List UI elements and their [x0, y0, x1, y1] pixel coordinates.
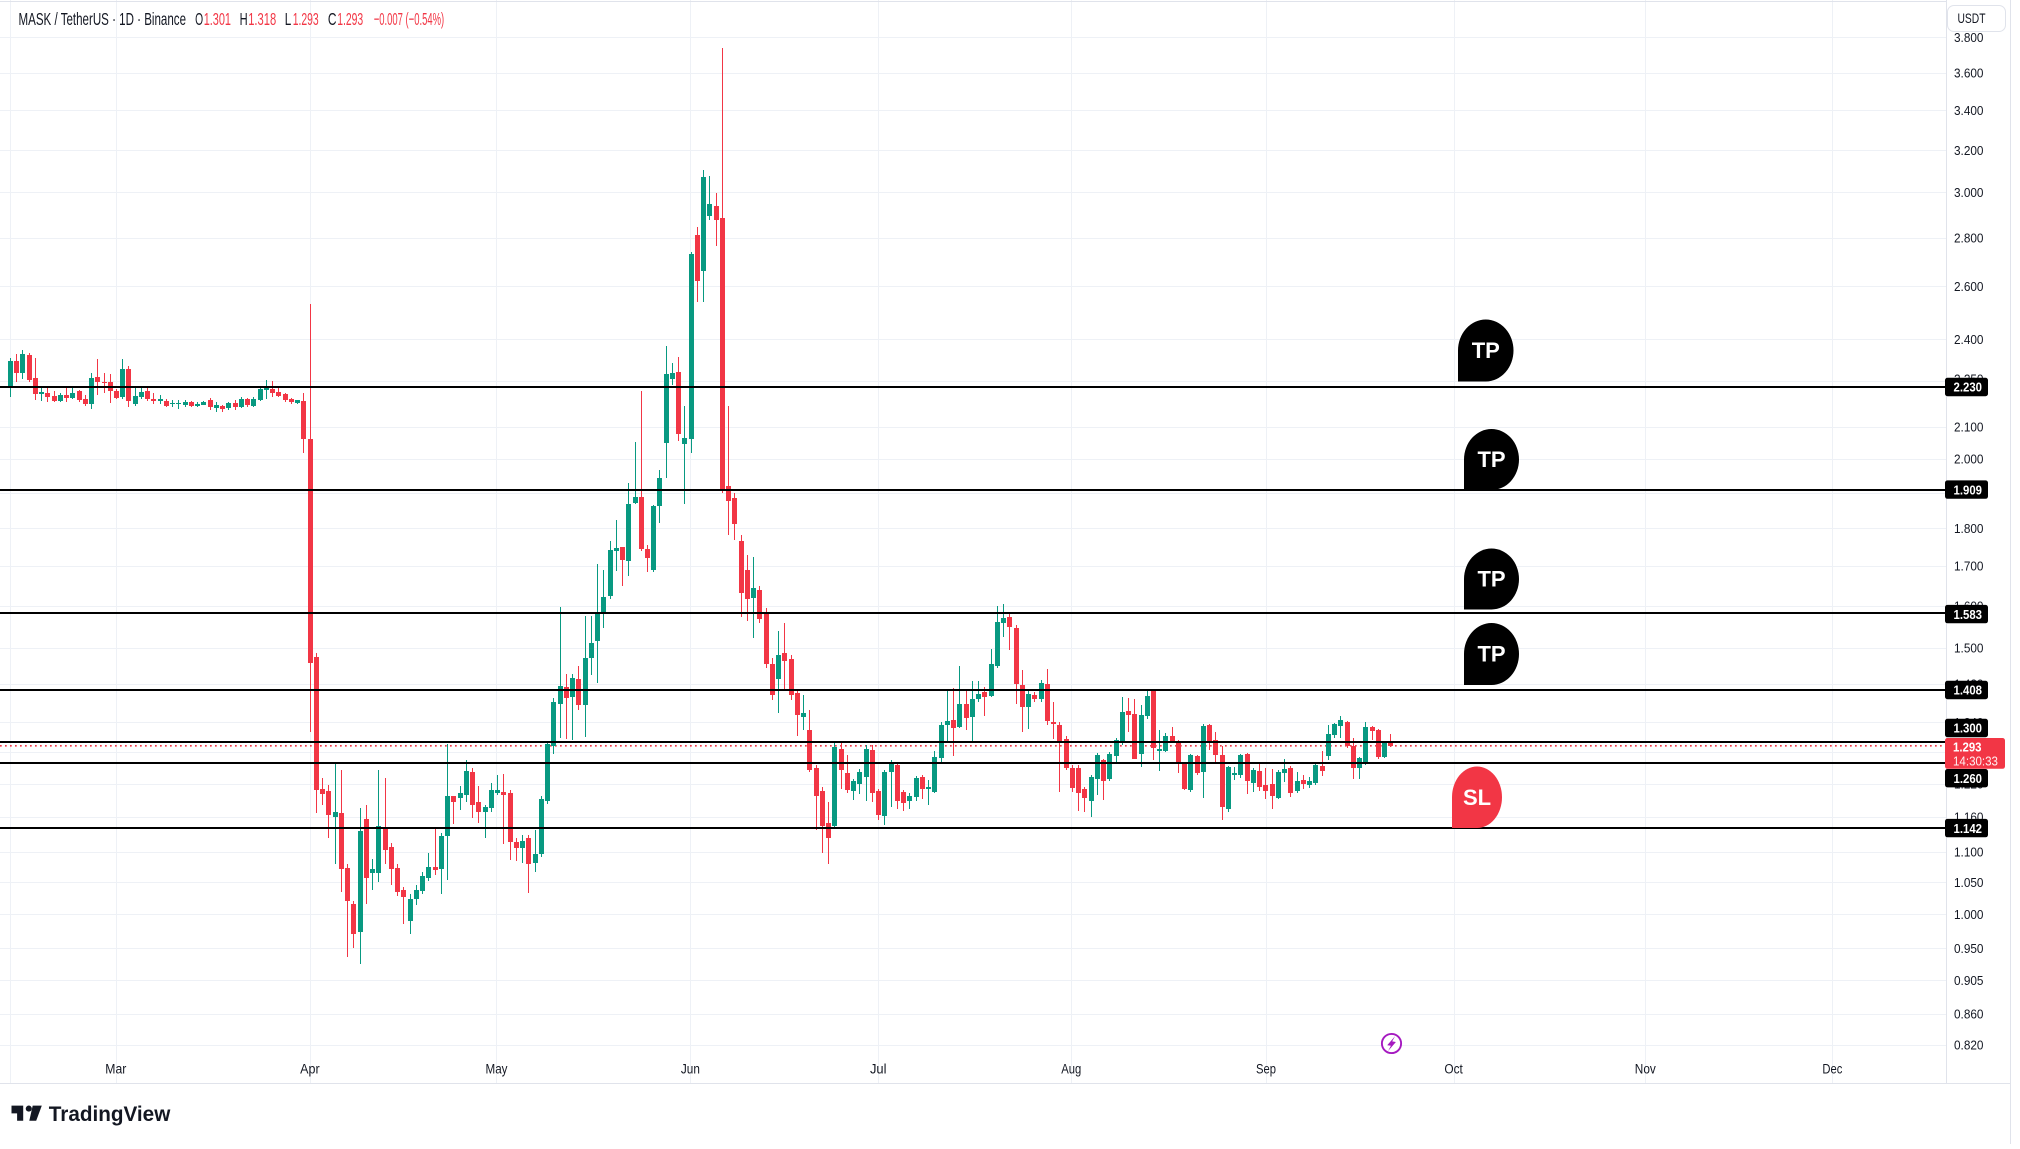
svg-text:Apr: Apr [300, 1062, 320, 1077]
svg-text:Aug: Aug [1061, 1062, 1081, 1077]
svg-text:1.301: 1.301 [204, 9, 231, 29]
svg-text:1.500: 1.500 [1954, 641, 1984, 656]
svg-text:2.800: 2.800 [1954, 231, 1984, 246]
svg-text:Dec: Dec [1822, 1062, 1842, 1077]
svg-text:MASK / TetherUS · 1D · Binance: MASK / TetherUS · 1D · Binance [19, 9, 187, 29]
svg-text:TP: TP [1472, 338, 1500, 363]
svg-text:3.200: 3.200 [1954, 143, 1984, 158]
svg-text:14:30:33: 14:30:33 [1953, 753, 1998, 768]
svg-text:3.600: 3.600 [1954, 65, 1984, 80]
svg-text:May: May [486, 1062, 508, 1077]
svg-text:0.905: 0.905 [1954, 973, 1984, 988]
svg-text:Mar: Mar [105, 1062, 126, 1077]
svg-text:1.700: 1.700 [1954, 559, 1984, 574]
svg-text:−0.007 (−0.54%): −0.007 (−0.54%) [374, 9, 444, 29]
svg-text:1.260: 1.260 [1954, 771, 1983, 786]
svg-text:1.318: 1.318 [248, 9, 276, 29]
svg-text:Oct: Oct [1444, 1062, 1463, 1077]
svg-text:2.600: 2.600 [1954, 279, 1984, 294]
svg-text:2.000: 2.000 [1954, 452, 1984, 467]
svg-text:Jun: Jun [681, 1062, 700, 1077]
svg-text:TradingView: TradingView [49, 1103, 171, 1126]
svg-text:1.800: 1.800 [1954, 521, 1984, 536]
svg-text:Nov: Nov [1635, 1062, 1656, 1077]
svg-text:1.293: 1.293 [337, 9, 363, 29]
svg-text:0.820: 0.820 [1954, 1038, 1984, 1053]
svg-text:0.950: 0.950 [1954, 941, 1984, 956]
svg-text:USDT: USDT [1958, 11, 1986, 26]
svg-text:1.100: 1.100 [1954, 845, 1984, 860]
svg-text:3.400: 3.400 [1954, 103, 1984, 118]
svg-text:1.050: 1.050 [1954, 875, 1984, 890]
svg-text:O: O [195, 9, 203, 29]
svg-text:1.142: 1.142 [1954, 821, 1983, 836]
svg-text:SL: SL [1463, 785, 1491, 810]
svg-text:H: H [240, 9, 248, 29]
svg-text:1.293: 1.293 [293, 9, 319, 29]
svg-text:2.100: 2.100 [1954, 420, 1984, 435]
svg-text:2.230: 2.230 [1954, 380, 1983, 395]
svg-text:Jul: Jul [870, 1062, 887, 1077]
svg-text:2.400: 2.400 [1954, 332, 1984, 347]
svg-text:3.800: 3.800 [1954, 30, 1984, 45]
svg-text:Sep: Sep [1256, 1062, 1276, 1077]
svg-text:3.000: 3.000 [1954, 185, 1984, 200]
svg-text:L: L [285, 9, 292, 29]
svg-text:C: C [328, 9, 337, 29]
svg-text:TP: TP [1477, 567, 1505, 592]
svg-text:1.000: 1.000 [1954, 907, 1984, 922]
svg-text:TP: TP [1477, 642, 1505, 667]
svg-text:1.909: 1.909 [1954, 482, 1983, 497]
svg-text:TP: TP [1477, 447, 1505, 472]
svg-text:1.300: 1.300 [1954, 721, 1983, 736]
svg-text:1.408: 1.408 [1954, 683, 1983, 698]
svg-text:0.860: 0.860 [1954, 1006, 1984, 1021]
svg-text:1.583: 1.583 [1954, 607, 1983, 622]
svg-text:1.293: 1.293 [1953, 739, 1982, 754]
